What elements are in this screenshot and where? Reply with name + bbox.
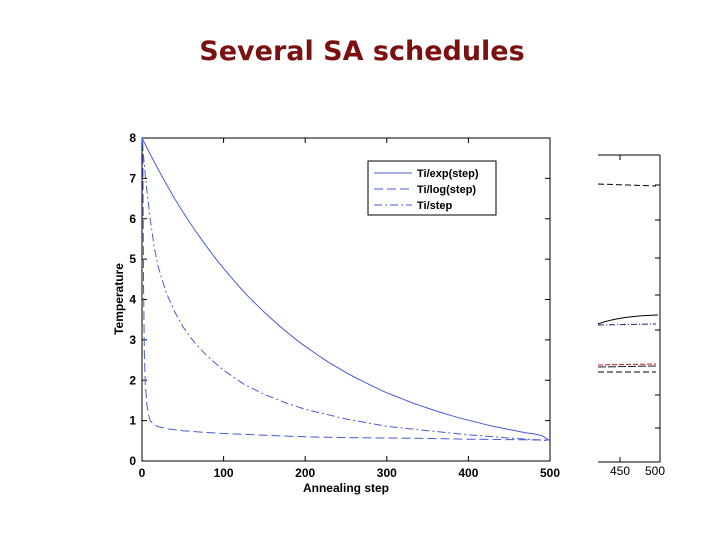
y-tick-label: 6 [129,212,136,226]
background-plot-solid-curve [597,314,659,325]
x-tick-label: 400 [458,466,478,480]
x-tick-label: 500 [540,466,560,480]
y-axis: 0 1 2 3 4 5 6 7 8 [129,131,550,468]
series-line-2 [142,141,551,441]
y-tick-label: 7 [129,171,136,185]
background-plot: 450 500 [597,154,665,478]
y-tick-label: 5 [129,252,136,266]
legend-label: Ti/step [417,200,453,212]
x-tick-label: 0 [139,466,146,480]
x-tick-label: 200 [295,466,315,480]
series-line-3 [141,137,551,442]
legend-box [367,160,497,216]
y-tick-label: 8 [129,131,136,145]
background-plot-red-curve [597,363,657,366]
series-group [141,137,551,442]
series-line-1 [141,137,551,442]
y-tick-label: 0 [129,454,136,468]
plot-area: 0 100 200 300 400 500 0 1 2 3 4 5 6 7 8 Annealing ste… [112,131,560,495]
x-axis-label: Annealing step [303,481,389,495]
x-tick-label: 100 [214,466,234,480]
background-plot-tick-label: 450 [610,464,630,478]
slide-title: Several SA schedules [199,36,525,67]
y-tick-label: 3 [129,333,136,347]
x-axis: 0 100 200 300 400 500 [139,138,560,480]
background-plot-dashdot-curve [597,323,657,326]
legend-label: Ti/log(step) [417,184,476,196]
background-plot-red-curve [597,365,657,368]
legend: Ti/exp(step) Ti/log(step) Ti/step [367,160,497,216]
legend-label: Ti/exp(step) [417,168,479,180]
background-plot-tick-label: 500 [645,464,665,478]
y-tick-label: 1 [129,414,136,428]
y-tick-label: 2 [129,373,136,387]
x-tick-label: 300 [377,466,397,480]
y-tick-label: 4 [129,293,136,307]
background-plot-dashed-curve [597,183,657,187]
y-axis-label: Temperature [112,263,126,335]
